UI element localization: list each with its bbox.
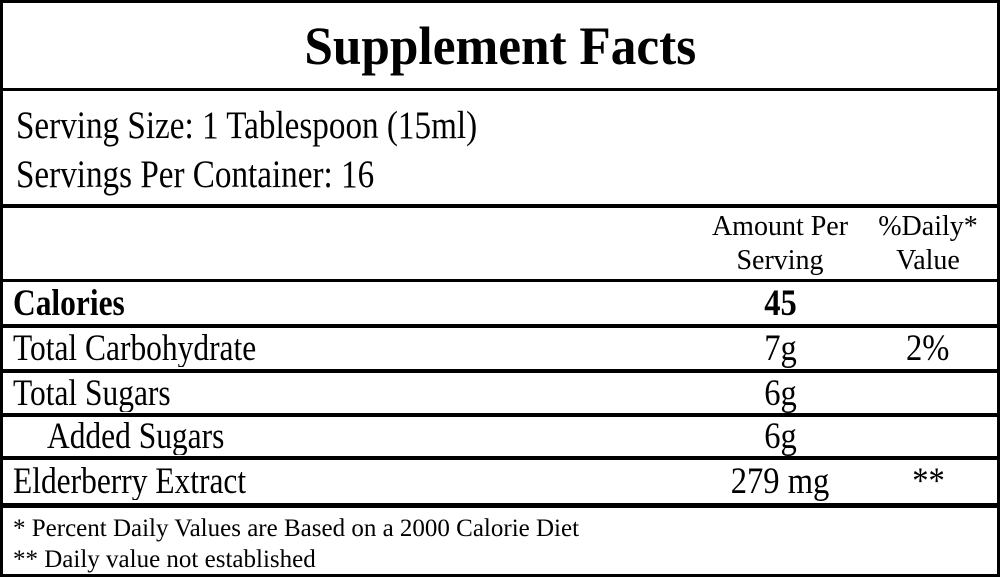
nutrient-amount: 6g — [763, 416, 797, 457]
amount-header-line2: Serving — [736, 244, 824, 276]
label-title-section: Supplement Facts — [3, 3, 997, 91]
servings-per-container-text: Servings Per Container: 16 — [16, 153, 375, 196]
footnote-daily-values: * Percent Daily Values are Based on a 20… — [13, 515, 580, 542]
table-row: Total Sugars 6g — [3, 373, 997, 417]
servings-per-container-line: Servings Per Container: 16 — [16, 150, 997, 199]
table-row: Elderberry Extract 279 mg ** — [3, 460, 997, 508]
table-row: Added Sugars 6g — [3, 417, 997, 460]
serving-size-text: Serving Size: 1 Tablespoon (15ml) — [16, 104, 478, 147]
nutrient-name: Elderberry Extract — [13, 463, 247, 500]
footnote-not-established: ** Daily value not established — [13, 546, 316, 573]
serving-size-line: Serving Size: 1 Tablespoon (15ml) — [16, 101, 997, 150]
nutrient-amount: 6g — [763, 372, 797, 414]
nutrient-daily-value — [859, 285, 997, 322]
amount-per-serving-header: Amount Per Serving — [701, 210, 859, 278]
nutrient-amount: 7g — [763, 328, 797, 369]
page-title: Supplement Facts — [304, 15, 696, 76]
nutrient-amount: 45 — [763, 282, 797, 324]
nutrient-name: Total Carbohydrate — [13, 330, 257, 367]
column-header-section: Amount Per Serving %Daily* Value — [3, 208, 997, 282]
nutrient-daily-value: 2% — [906, 328, 950, 369]
daily-header-line2: Value — [896, 244, 960, 276]
nutrient-name: Added Sugars — [47, 418, 225, 455]
nutrient-amount: 279 mg — [730, 461, 830, 502]
nutrient-rows: Calories 45 Total Carbohydrate 7g 2% Tot… — [3, 282, 997, 508]
table-row: Total Carbohydrate 7g 2% — [3, 328, 997, 373]
footnote-section: * Percent Daily Values are Based on a 20… — [3, 508, 997, 574]
nutrient-name: Total Sugars — [13, 374, 171, 412]
daily-header-line1: %Daily* — [878, 210, 978, 242]
amount-header-line1: Amount Per — [711, 210, 849, 242]
nutrient-daily-value: ** — [911, 461, 945, 502]
percent-daily-value-header: %Daily* Value — [859, 210, 997, 278]
serving-info-section: Serving Size: 1 Tablespoon (15ml) Servin… — [3, 91, 997, 208]
nutrient-daily-value — [859, 375, 997, 412]
nutrient-name: Calories — [13, 284, 125, 322]
table-row: Calories 45 — [3, 282, 997, 328]
nutrient-daily-value — [859, 418, 997, 455]
